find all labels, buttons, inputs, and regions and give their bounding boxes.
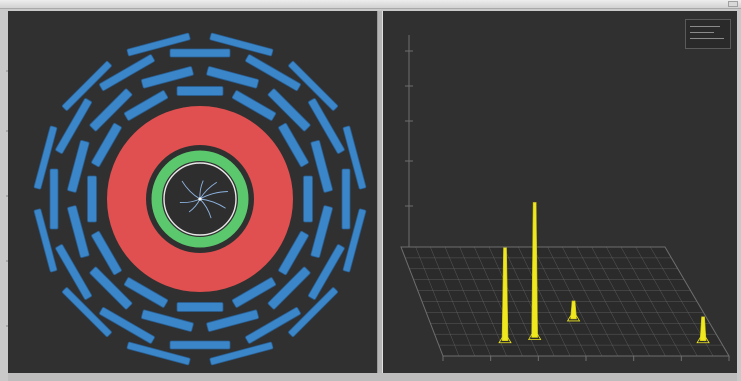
window-close-button[interactable] (728, 1, 738, 7)
lego-grid (400, 246, 730, 361)
energy-tower (699, 316, 707, 342)
muon-chamber (91, 122, 122, 168)
muon-chamber (169, 340, 231, 350)
muon-chamber (342, 125, 367, 190)
ecal-ring (151, 150, 249, 248)
muon-chamber (245, 307, 301, 344)
muon-chamber (62, 61, 112, 111)
muon-chamber (176, 86, 224, 96)
muon-chamber (206, 66, 259, 89)
track (199, 198, 212, 219)
energy-tower (531, 202, 538, 338)
track (199, 181, 218, 200)
tower-base (498, 337, 512, 344)
title-bar (0, 0, 741, 9)
tower-base (566, 315, 581, 322)
muon-chamber (267, 88, 311, 132)
tower-base (527, 334, 542, 340)
muon-chamber (123, 90, 169, 121)
muon-chamber (308, 244, 345, 300)
rphi-canvas[interactable] (8, 11, 377, 373)
muon-chamber (288, 61, 338, 111)
lego-legend (685, 19, 731, 49)
splitter-handle[interactable] (377, 11, 383, 373)
muon-chamber (341, 168, 351, 230)
muon-chamber (278, 230, 309, 276)
lego-canvas[interactable] (383, 11, 737, 373)
muon-chamber (308, 98, 345, 154)
muon-chamber (123, 277, 169, 308)
lego-axes (405, 35, 413, 261)
muon-chamber (99, 307, 155, 344)
muon-chamber (87, 175, 97, 223)
muon-chamber (209, 341, 274, 366)
muon-chamber (141, 309, 194, 332)
lego-view[interactable] (383, 11, 737, 373)
energy-tower (570, 300, 577, 320)
muon-chamber (278, 122, 309, 168)
muon-chamber (245, 54, 301, 91)
muon-chamber (89, 266, 133, 310)
hcal-ring (107, 106, 293, 292)
muon-chamber (62, 287, 112, 337)
status-strip (8, 373, 737, 381)
muon-chamber (206, 309, 259, 332)
tracker-ring (163, 162, 237, 236)
ecal-ring (146, 145, 254, 253)
muon-chamber (55, 244, 92, 300)
muon-chamber (267, 266, 311, 310)
muon-chambers (33, 32, 367, 366)
muon-chamber (169, 48, 231, 58)
muon-chamber (288, 287, 338, 337)
muon-chamber (141, 66, 194, 89)
muon-chamber (176, 302, 224, 312)
muon-chamber (89, 88, 133, 132)
muon-chamber (310, 205, 333, 258)
muon-chamber (33, 125, 58, 190)
muon-chamber (342, 208, 367, 273)
tower-base (696, 337, 710, 344)
muon-chamber (67, 140, 90, 193)
muon-chamber (126, 341, 191, 366)
muon-chamber (231, 277, 277, 308)
muon-chamber (126, 32, 191, 57)
muon-chamber (209, 32, 274, 57)
left-ruler (6, 70, 8, 327)
muon-chamber (49, 168, 59, 230)
rphi-view[interactable] (8, 11, 377, 373)
energy-tower (501, 247, 509, 342)
muon-chamber (67, 205, 90, 258)
muon-chamber (99, 54, 155, 91)
muon-chamber (310, 140, 333, 193)
track (179, 198, 201, 204)
muon-chamber (33, 208, 58, 273)
muon-chamber (303, 175, 313, 223)
muon-chamber (55, 98, 92, 154)
track (199, 198, 226, 209)
track (181, 180, 201, 200)
vertex (198, 197, 202, 201)
energy-towers (498, 202, 710, 344)
track (199, 191, 228, 200)
muon-chamber (91, 230, 122, 276)
muon-chamber (231, 90, 277, 121)
